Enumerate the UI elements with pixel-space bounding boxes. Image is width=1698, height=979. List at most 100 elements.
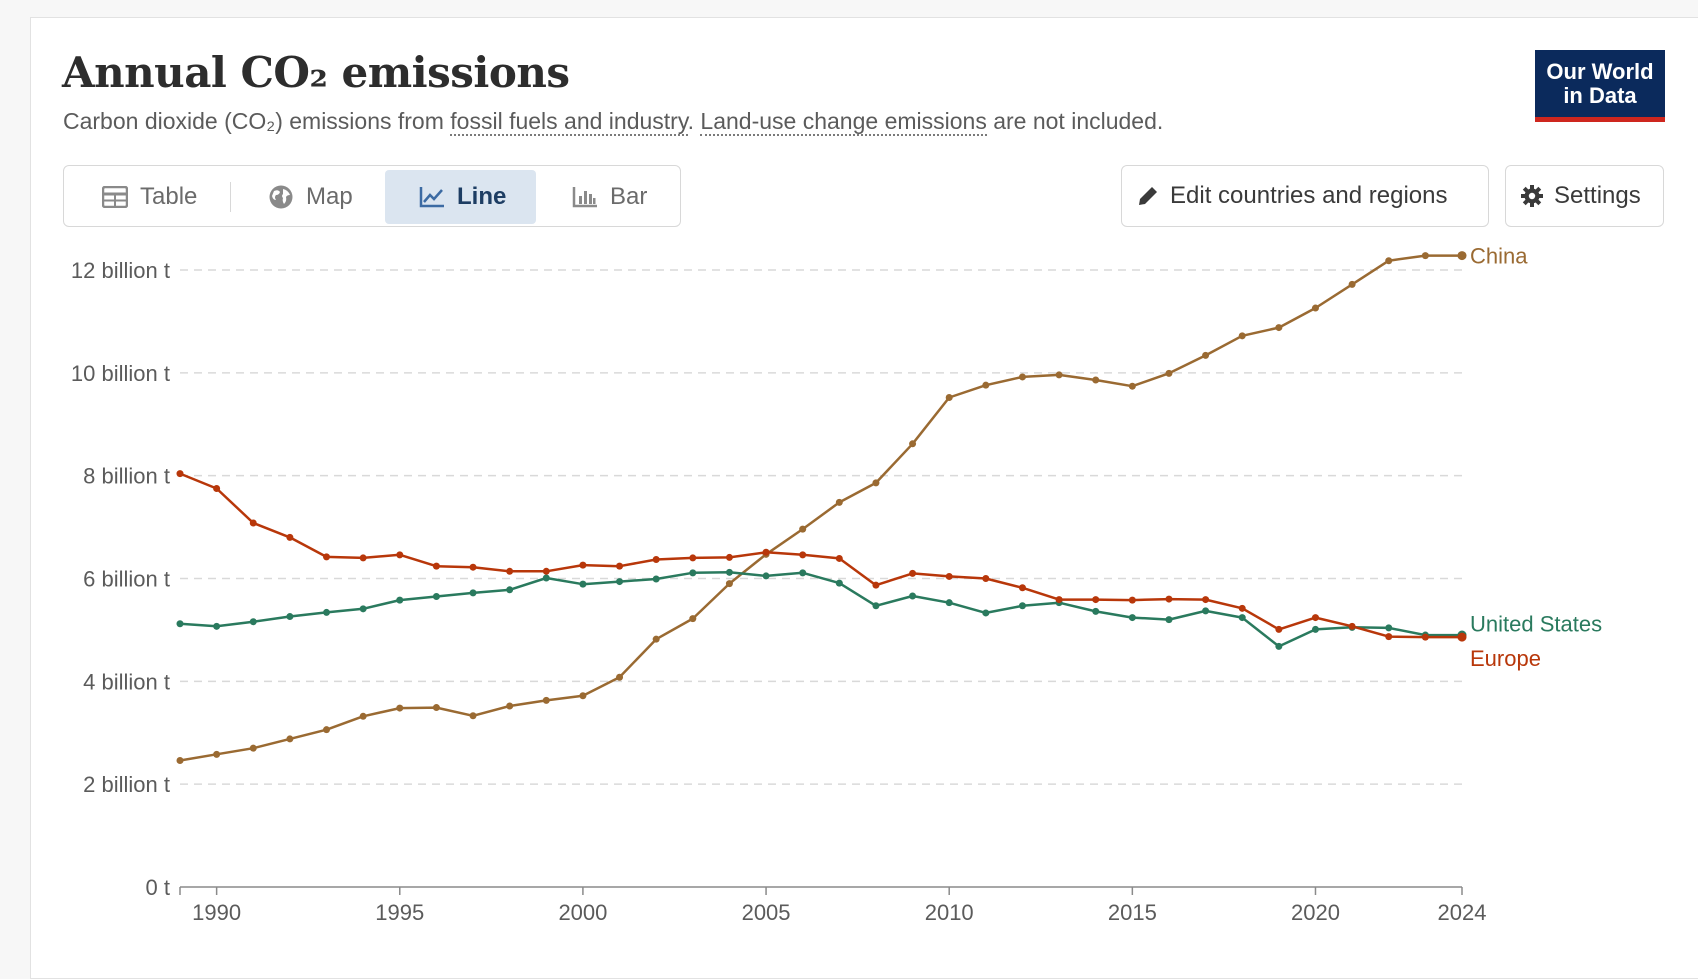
data-point[interactable] [176, 757, 184, 765]
data-point[interactable] [872, 479, 880, 487]
data-point[interactable] [616, 578, 624, 586]
data-point[interactable] [1385, 624, 1393, 632]
data-point[interactable] [286, 613, 294, 621]
data-point[interactable] [176, 470, 184, 478]
data-point[interactable] [945, 572, 953, 580]
data-point[interactable] [396, 596, 404, 604]
data-point[interactable] [1385, 257, 1393, 265]
data-point[interactable] [1457, 632, 1467, 642]
data-point[interactable] [542, 574, 550, 582]
data-point[interactable] [689, 569, 697, 577]
data-point[interactable] [286, 735, 294, 743]
data-point[interactable] [1055, 596, 1063, 604]
data-point[interactable] [1238, 614, 1246, 622]
data-point[interactable] [323, 553, 331, 561]
data-point[interactable] [323, 608, 331, 616]
data-point[interactable] [799, 569, 807, 577]
data-point[interactable] [872, 602, 880, 610]
data-point[interactable] [213, 622, 221, 630]
data-point[interactable] [469, 712, 477, 720]
edit-countries-button[interactable]: Edit countries and regions [1121, 165, 1489, 227]
data-point[interactable] [469, 563, 477, 571]
data-point[interactable] [835, 579, 843, 587]
data-point[interactable] [213, 750, 221, 758]
data-point[interactable] [762, 572, 770, 580]
data-point[interactable] [725, 553, 733, 561]
data-point[interactable] [432, 592, 440, 600]
data-point[interactable] [1348, 280, 1356, 288]
data-point[interactable] [1238, 604, 1246, 612]
data-point[interactable] [359, 554, 367, 562]
series-line-united-states[interactable] [179, 571, 1462, 648]
data-point[interactable] [1202, 596, 1210, 604]
data-point[interactable] [249, 618, 257, 626]
data-point[interactable] [652, 555, 660, 563]
data-point[interactable] [1385, 633, 1393, 641]
data-point[interactable] [359, 605, 367, 613]
data-point[interactable] [396, 551, 404, 559]
data-point[interactable] [1238, 332, 1246, 340]
data-point[interactable] [432, 704, 440, 712]
data-point[interactable] [1457, 251, 1467, 261]
data-point[interactable] [909, 592, 917, 600]
data-point[interactable] [799, 525, 807, 533]
data-point[interactable] [689, 615, 697, 623]
data-point[interactable] [1421, 252, 1429, 260]
data-point[interactable] [616, 562, 624, 570]
data-point[interactable] [249, 519, 257, 527]
data-point[interactable] [799, 551, 807, 559]
data-point[interactable] [1348, 622, 1356, 630]
data-point[interactable] [1128, 382, 1136, 390]
series-label-china[interactable]: China [1470, 244, 1528, 269]
data-point[interactable] [542, 696, 550, 704]
data-point[interactable] [982, 575, 990, 582]
data-point[interactable] [579, 692, 587, 700]
data-point[interactable] [1275, 625, 1283, 633]
data-point[interactable] [1421, 633, 1429, 641]
data-point[interactable] [1092, 596, 1100, 604]
data-point[interactable] [506, 702, 514, 710]
data-point[interactable] [1165, 616, 1173, 624]
data-point[interactable] [835, 498, 843, 506]
data-point[interactable] [872, 581, 880, 589]
series-label-united-states[interactable]: United States [1470, 612, 1602, 637]
data-point[interactable] [1128, 596, 1136, 604]
owid-logo[interactable]: Our World in Data [1535, 50, 1665, 122]
tab-table[interactable]: Table [68, 170, 228, 224]
data-point[interactable] [1165, 369, 1173, 377]
data-point[interactable] [652, 635, 660, 643]
data-point[interactable] [396, 704, 404, 712]
data-point[interactable] [1275, 324, 1283, 332]
land-use-link[interactable]: Land-use change emissions [700, 108, 987, 136]
tab-bar[interactable]: Bar [538, 170, 668, 224]
data-point[interactable] [1055, 371, 1063, 379]
data-point[interactable] [506, 567, 514, 575]
data-point[interactable] [689, 554, 697, 562]
fossil-fuels-link[interactable]: fossil fuels and industry [450, 108, 688, 136]
data-point[interactable] [286, 533, 294, 541]
series-line-china[interactable] [179, 254, 1462, 762]
data-point[interactable] [1018, 602, 1026, 610]
data-point[interactable] [909, 440, 917, 448]
data-point[interactable] [616, 673, 624, 681]
data-point[interactable] [725, 568, 733, 576]
data-point[interactable] [176, 620, 184, 628]
data-point[interactable] [725, 580, 733, 588]
data-point[interactable] [909, 569, 917, 577]
data-point[interactable] [652, 575, 660, 583]
data-point[interactable] [1202, 607, 1210, 615]
data-point[interactable] [1018, 584, 1026, 592]
data-point[interactable] [945, 394, 953, 402]
data-point[interactable] [1311, 614, 1319, 622]
data-point[interactable] [359, 712, 367, 720]
data-point[interactable] [982, 381, 990, 389]
data-point[interactable] [1018, 373, 1026, 381]
data-point[interactable] [542, 567, 550, 575]
data-point[interactable] [1311, 304, 1319, 312]
tab-map[interactable]: Map [234, 170, 384, 224]
data-point[interactable] [762, 548, 770, 556]
data-point[interactable] [1092, 607, 1100, 615]
tab-line[interactable]: Line [385, 170, 536, 224]
data-point[interactable] [323, 726, 331, 734]
data-point[interactable] [1092, 376, 1100, 384]
